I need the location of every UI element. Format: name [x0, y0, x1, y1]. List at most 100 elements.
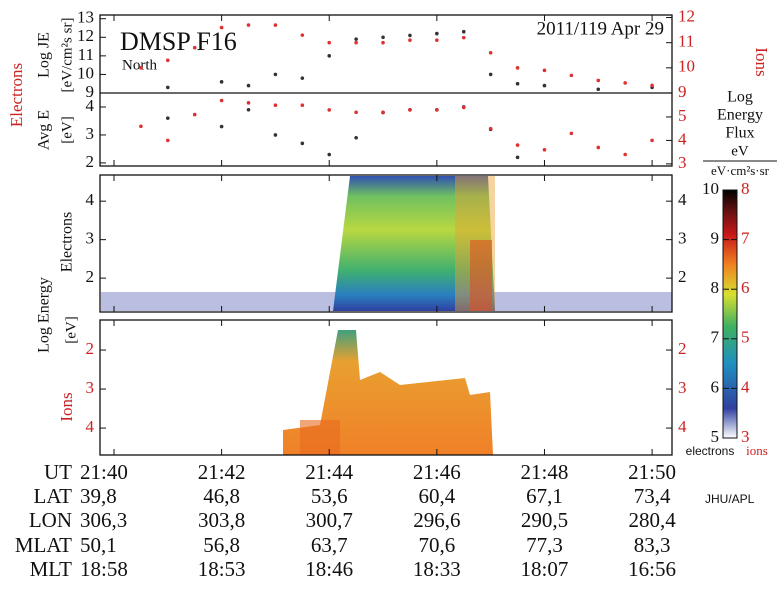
cell: 67,1 — [526, 484, 563, 508]
data-point — [650, 138, 654, 143]
data-point — [515, 155, 520, 160]
data-point — [219, 124, 224, 129]
cell: 18:33 — [413, 557, 461, 581]
row-label: UT — [44, 460, 72, 484]
row-label: LON — [29, 508, 72, 532]
data-point — [219, 80, 224, 84]
data-point — [515, 143, 520, 147]
data-point — [273, 23, 278, 27]
ion-spectrogram-image — [283, 330, 493, 455]
cell: 60,4 — [418, 484, 455, 508]
cell: 18:58 — [80, 557, 128, 581]
data-point — [542, 148, 547, 152]
data-point — [273, 103, 278, 108]
colorbar-tick-label: 4 — [741, 377, 750, 396]
data-point — [542, 83, 547, 88]
colorbar-tick-label: 6 — [711, 377, 720, 396]
data-point — [166, 58, 170, 63]
data-point — [354, 135, 358, 140]
spectrogram-label: Log Energy — [36, 277, 53, 353]
cell: 290,5 — [521, 508, 568, 532]
y-tick-label: 2 — [86, 339, 95, 358]
colorbar-tick-label: 10 — [702, 179, 719, 198]
data-point — [596, 145, 601, 150]
cell: 70,6 — [418, 533, 455, 557]
hemisphere: North — [122, 57, 157, 73]
data-point — [166, 138, 170, 143]
y-tick-label: 2 — [86, 267, 95, 286]
colorbar-tick-label: 6 — [741, 278, 750, 297]
y-tick-label: 4 — [86, 96, 95, 115]
cell: 18:07 — [521, 557, 569, 581]
data-point — [246, 107, 251, 112]
energy-label: Avg E — [36, 110, 53, 150]
x-tick-label: 21:42 — [198, 460, 246, 484]
row-label: MLT — [30, 557, 73, 581]
energy-unit: [eV] — [59, 116, 75, 143]
cell: 303,8 — [198, 508, 245, 532]
electron-frame — [99, 174, 673, 313]
title: DMSP F16 — [120, 27, 237, 56]
data-point — [623, 152, 627, 157]
colorbar-unit: eV — [731, 143, 749, 159]
data-point — [381, 40, 385, 45]
data-point — [435, 38, 439, 42]
y-tick-label: 11 — [78, 45, 94, 64]
colorbar-label: ions — [746, 443, 768, 458]
y-tick-label: 3 — [86, 229, 95, 248]
colorbar-label: electrons — [686, 444, 735, 458]
y-tick-label: 3 — [86, 378, 95, 397]
data-point — [300, 76, 305, 80]
data-point — [139, 66, 143, 70]
data-point — [623, 81, 627, 85]
cell: 50,1 — [80, 533, 117, 557]
ion-label: Ions — [57, 392, 76, 421]
y-tick-label: 10 — [77, 63, 94, 82]
y-tick-label: 3 — [678, 229, 687, 248]
y-tick-label: 4 — [678, 190, 687, 209]
data-point — [435, 108, 439, 112]
y-tick-label: 2 — [678, 267, 687, 286]
electrons-label: Electrons — [7, 63, 26, 127]
colorbar-title: Log — [727, 89, 753, 106]
y-tick-label: 5 — [678, 106, 687, 125]
data-point — [327, 40, 332, 45]
data-point — [515, 81, 520, 86]
data-point — [515, 66, 520, 70]
x-tick-label: 21:46 — [413, 460, 461, 484]
y-tick-label: 11 — [678, 32, 694, 51]
spectrogram-unit: [eV] — [63, 316, 79, 343]
colorbar-tick-label: 7 — [711, 328, 720, 347]
data-point — [542, 68, 547, 73]
y-tick-label: 10 — [678, 57, 695, 76]
data-point — [327, 54, 332, 58]
data-point — [300, 33, 305, 37]
data-point — [219, 98, 224, 103]
colorbar-tick-label: 7 — [741, 229, 750, 248]
y-tick-label: 2 — [86, 152, 95, 171]
top-frame — [99, 14, 673, 167]
cell: 83,3 — [634, 533, 671, 557]
data-point — [246, 23, 251, 27]
y-tick-label: 4 — [678, 129, 687, 148]
data-point — [300, 141, 305, 146]
colorbar-tick-label: 8 — [741, 179, 750, 198]
data-point — [192, 112, 197, 117]
data-point — [273, 133, 278, 137]
data-point — [408, 33, 412, 38]
y-tick-label: 9 — [678, 82, 687, 101]
data-point — [166, 116, 170, 120]
data-point — [408, 108, 412, 112]
y-tick-label: 3 — [86, 124, 95, 143]
data-point — [461, 105, 466, 110]
date: 2011/119 Apr 29 — [537, 18, 664, 39]
data-point — [273, 72, 278, 77]
data-point — [219, 25, 224, 30]
ion-frame — [99, 319, 673, 456]
colorbar-unit: eV·cm²s·sr — [711, 163, 770, 178]
cell: 296,6 — [413, 508, 460, 532]
x-tick-label: 21:50 — [628, 460, 676, 484]
data-point — [300, 103, 305, 108]
data-point — [488, 50, 493, 55]
cell: 56,8 — [203, 533, 240, 557]
